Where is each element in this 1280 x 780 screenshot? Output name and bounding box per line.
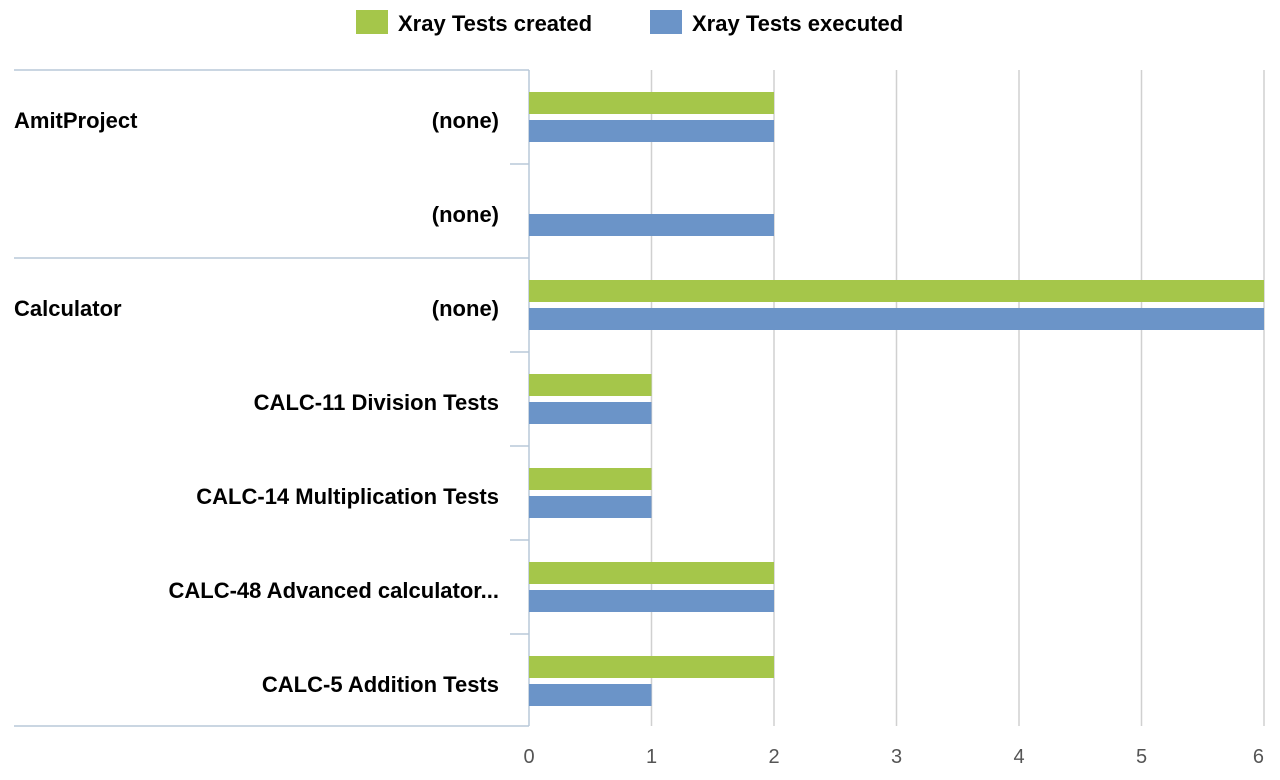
bar-created <box>529 374 652 396</box>
category-label: CALC-5 Addition Tests <box>262 672 499 697</box>
x-tick-label: 4 <box>1013 746 1024 768</box>
bar-executed <box>529 402 652 424</box>
grid <box>650 70 1265 726</box>
category-label: (none) <box>432 296 499 321</box>
bar-created <box>529 656 774 678</box>
bar-executed <box>529 684 652 706</box>
legend-label-created: Xray Tests created <box>398 11 592 36</box>
category-label: CALC-11 Division Tests <box>254 390 499 415</box>
group-label: AmitProject <box>14 108 138 133</box>
bars <box>529 92 1264 706</box>
category-labels: (none) (none) (none) CALC-11 Division Tests… <box>14 108 499 697</box>
bar-executed <box>529 120 774 142</box>
bar-executed <box>529 214 774 236</box>
bar-executed <box>529 496 652 518</box>
bar-executed <box>529 590 774 612</box>
bar-created <box>529 468 652 490</box>
bar-executed <box>529 308 1264 330</box>
x-tick-label: 1 <box>646 746 657 768</box>
x-tick-label: 6 <box>1253 746 1264 768</box>
x-tick-label: 0 <box>523 746 534 768</box>
legend-swatch-created <box>356 10 388 34</box>
legend-label-executed: Xray Tests executed <box>692 11 903 36</box>
x-tick-label: 5 <box>1136 746 1147 768</box>
x-tick-label: 3 <box>891 746 902 768</box>
x-tick-label: 2 <box>768 746 779 768</box>
x-axis-ticks: 0 1 2 3 4 5 6 <box>523 746 1264 768</box>
category-axis <box>14 69 530 727</box>
bar-created <box>529 562 774 584</box>
legend-swatch-executed <box>650 10 682 34</box>
bar-created <box>529 280 1264 302</box>
category-label: (none) <box>432 202 499 227</box>
category-label: CALC-14 Multiplication Tests <box>196 484 499 509</box>
bar-created <box>529 92 774 114</box>
legend: Xray Tests created Xray Tests executed <box>356 10 903 36</box>
category-label: CALC-48 Advanced calculator... <box>168 578 499 603</box>
category-label: (none) <box>432 108 499 133</box>
group-label: Calculator <box>14 296 122 321</box>
